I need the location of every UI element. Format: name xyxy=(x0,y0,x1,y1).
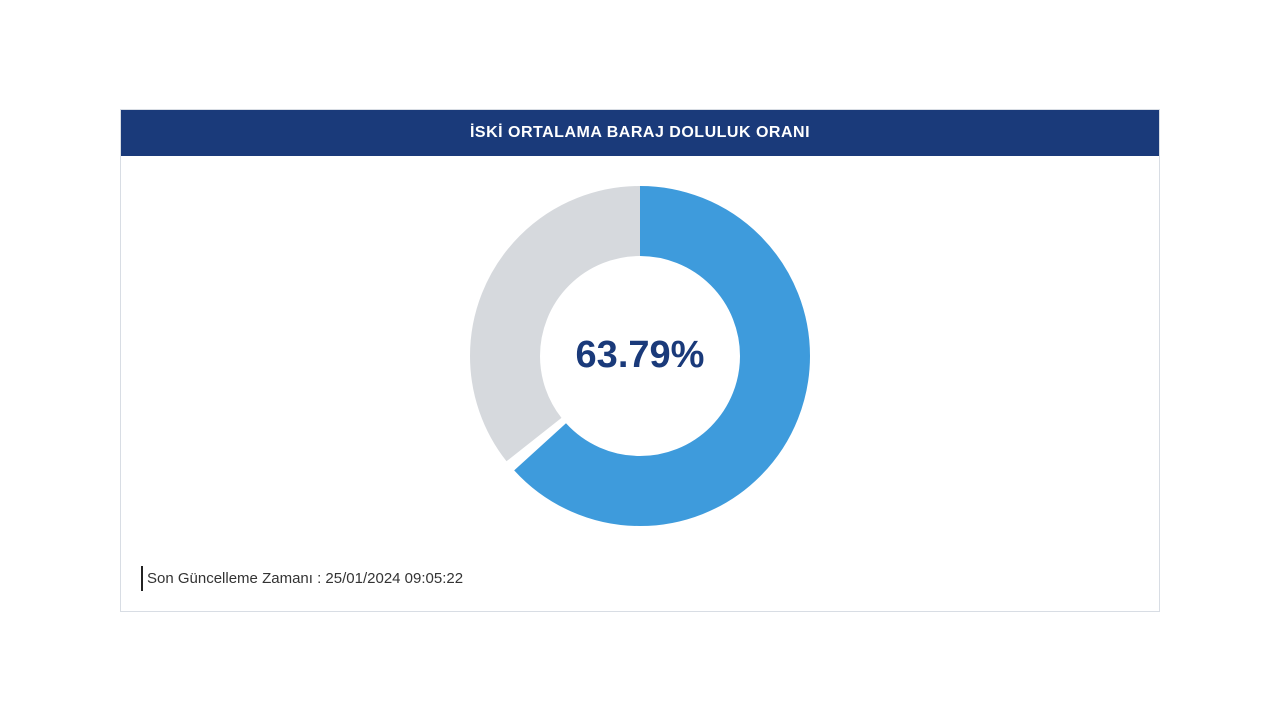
donut-chart: 63.79% xyxy=(470,186,810,526)
last-update-row: Son Güncelleme Zamanı : 25/01/2024 09:05… xyxy=(141,566,1139,591)
dam-occupancy-card: İSKİ ORTALAMA BARAJ DOLULUK ORANI 63.79%… xyxy=(120,109,1160,612)
card-title: İSKİ ORTALAMA BARAJ DOLULUK ORANI xyxy=(121,110,1159,156)
donut-percent-label: 63.79% xyxy=(576,334,705,377)
last-update-value: 25/01/2024 09:05:22 xyxy=(321,570,463,587)
donut-center: 63.79% xyxy=(470,186,810,526)
card-body: 63.79% Son Güncelleme Zamanı : 25/01/202… xyxy=(121,156,1159,611)
last-update-label: Son Güncelleme Zamanı : xyxy=(145,570,321,587)
